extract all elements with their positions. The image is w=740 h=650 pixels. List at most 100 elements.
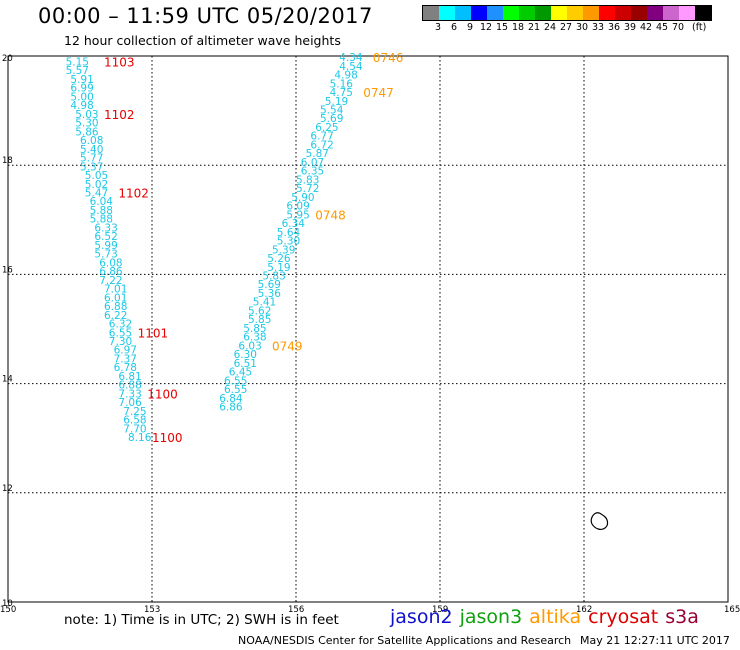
legend-entry-altika: altika: [529, 606, 582, 628]
color-scale-swatches: [422, 5, 712, 21]
wave-height-value: 5.83: [262, 270, 285, 282]
color-swatch: [599, 6, 615, 20]
latitude-tick-label: 14: [2, 375, 13, 385]
wave-height-value: 5.64: [277, 227, 301, 239]
longitude-tick-label: 162: [576, 605, 592, 615]
wave-height-value: 7.33: [118, 388, 141, 400]
wave-height-value: 5.73: [94, 249, 117, 261]
wave-height-value: 5.02: [85, 179, 108, 191]
pass-time-label: 0746: [373, 51, 404, 65]
wave-height-value: 6.08: [99, 257, 122, 269]
wave-height-value: 5.16: [330, 78, 354, 90]
wave-height-value: 5.00: [70, 91, 93, 103]
pass-time-label: 1102: [104, 108, 135, 122]
wave-height-value: 5.83: [296, 174, 319, 186]
wave-height-value: 5.47: [85, 188, 108, 200]
wave-height-value: 6.08: [80, 135, 103, 147]
wave-height-value: 5.88: [90, 205, 113, 217]
color-swatch: [583, 6, 599, 20]
island-outline: [590, 512, 609, 530]
latitude-tick-label: 10: [2, 599, 13, 609]
color-swatch: [551, 6, 567, 20]
wave-height-value: 4.34: [339, 52, 363, 64]
satellite-legend: jason2 jason3 altika cryosat s3a: [390, 606, 706, 628]
wave-height-value: 5.69: [258, 279, 281, 291]
wave-height-value: 5.36: [258, 288, 282, 300]
wave-height-value: 5.19: [267, 262, 290, 274]
wave-height-value: 5.15: [66, 56, 89, 68]
wave-height-value: 5.37: [80, 161, 103, 173]
page-title: 00:00 – 11:59 UTC 05/20/2017: [38, 4, 373, 28]
wave-height-value: 6.04: [90, 196, 114, 208]
color-swatch: [535, 6, 551, 20]
wave-height-value: 5.26: [267, 253, 291, 265]
pass-time-label: 1100: [152, 431, 183, 445]
wave-height-value: 5.05: [85, 170, 108, 182]
color-scale-labels: 3 6 9 12 15 18 21 24 27 30 33 36 39 42 45 70 (ft): [422, 21, 712, 35]
color-swatch: [503, 6, 519, 20]
longitude-tick-label: 159: [432, 605, 448, 615]
color-scale-label: 70: [672, 22, 685, 33]
color-scale-label: 39: [624, 22, 637, 33]
color-scale-label: 30: [576, 22, 589, 33]
timestamp: May 21 12:27:11 UTC 2017: [580, 634, 730, 647]
map-tick-labels: 150 153 156 159 162 165 20 18 16 14 12 10: [0, 54, 740, 615]
wave-height-value: 6.01: [104, 292, 127, 304]
wave-height-value: 5.39: [272, 244, 295, 256]
wave-height-value: 5.62: [248, 305, 271, 317]
wave-height-value: 7.01: [104, 284, 127, 296]
wave-height-value: 5.54: [320, 105, 344, 117]
wave-height-value: 6.72: [310, 139, 333, 151]
credit-line: NOAA/NESDIS Center for Satellite Applica…: [238, 634, 572, 647]
wave-height-value: 4.98: [334, 70, 357, 82]
wave-height-value: 6.03: [238, 340, 261, 352]
wave-height-value: 5.03: [75, 109, 98, 121]
latitude-tick-label: 12: [2, 484, 13, 494]
longitude-tick-label: 156: [288, 605, 304, 615]
wave-height-value: 6.55: [224, 375, 247, 387]
longitude-tick-label: 150: [0, 605, 16, 615]
color-swatch: [439, 6, 455, 20]
wave-height-value: 5.72: [296, 183, 319, 195]
latitude-tick-label: 16: [2, 265, 13, 275]
color-swatch: [647, 6, 663, 20]
wave-height-value: 6.32: [109, 319, 132, 331]
wave-height-value: 5.77: [80, 153, 103, 165]
wave-height-value: 5.87: [306, 148, 329, 160]
latitude-tick-label: 20: [2, 54, 13, 64]
legend-entry-jason3: jason3: [459, 606, 523, 628]
wave-height-value: 5.91: [70, 74, 93, 86]
wave-height-value: 6.86: [219, 402, 243, 414]
wave-height-value: 6.88: [118, 380, 141, 392]
wave-height-value: 6.38: [243, 332, 266, 344]
latitude-tick-label: 18: [2, 156, 13, 166]
legend-entry-cryosat: cryosat: [588, 606, 659, 628]
wave-height-value: 6.88: [104, 301, 127, 313]
wave-height-value: 6.22: [104, 310, 127, 322]
color-swatch: [519, 6, 535, 20]
wave-height-value: 6.30: [234, 349, 257, 361]
wave-height-value: 5.30: [277, 236, 300, 248]
color-scale-label: 18: [512, 22, 525, 33]
color-swatch: [615, 6, 631, 20]
wave-height-value: 6.35: [301, 166, 324, 178]
wave-height-value: 8.16: [128, 432, 152, 444]
wave-height-value: 6.81: [118, 371, 141, 383]
wave-height-value: 6.55: [109, 327, 132, 339]
color-swatch: [679, 6, 695, 20]
wave-height-value: 7.22: [99, 275, 122, 287]
color-swatch: [695, 6, 711, 20]
color-swatch: [471, 6, 487, 20]
color-swatch: [487, 6, 503, 20]
wave-height-value: 7.30: [109, 336, 132, 348]
wave-height-value: 5.40: [80, 144, 103, 156]
color-scale-label: 24: [544, 22, 557, 33]
map-grid: [7, 55, 729, 603]
wave-height-value: 5.85: [243, 323, 266, 335]
wave-height-value: 5.90: [291, 192, 314, 204]
wave-height-value: 6.84: [219, 393, 243, 405]
wave-height-value: 5.85: [248, 314, 271, 326]
color-scale-label: (ft): [692, 22, 707, 33]
footer-note: note: 1) Time is in UTC; 2) SWH is in fe…: [64, 612, 339, 628]
